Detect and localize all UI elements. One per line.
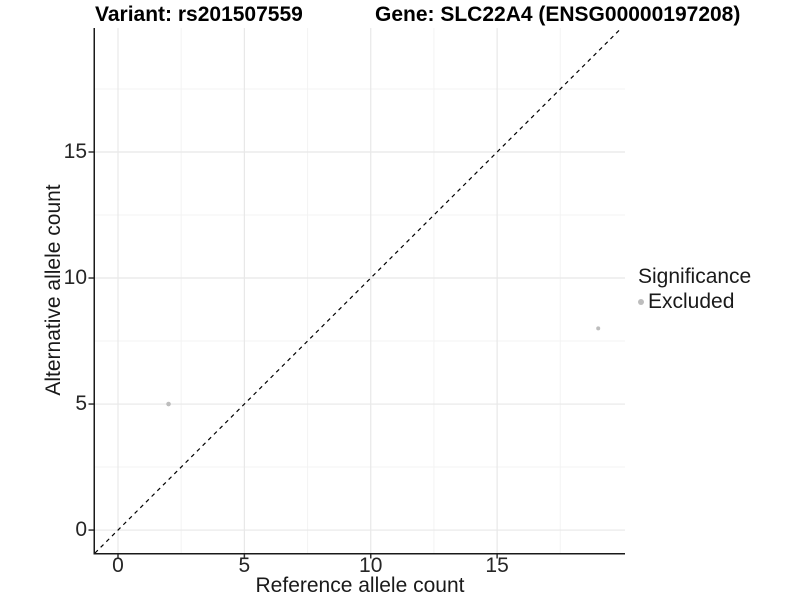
x-tick-label: 10 [359, 554, 383, 577]
x-axis-title: Reference allele count [255, 574, 465, 597]
legend-entry-label: Excluded [648, 290, 735, 313]
legend-entry: Excluded [638, 290, 751, 313]
y-tick-label: 15 [63, 140, 87, 163]
legend-point-icon [638, 298, 644, 305]
y-axis-title: Alternative allele count [42, 184, 65, 396]
x-tick-label: 5 [238, 554, 251, 577]
y-tick-label: 10 [63, 266, 87, 290]
plot-panel [88, 28, 625, 559]
data-point [596, 326, 601, 331]
data-point [166, 401, 171, 407]
legend: Significance Excluded [638, 265, 751, 313]
x-tick-label: 15 [485, 554, 509, 577]
gene-title: Gene: SLC22A4 (ENSG00000197208) [375, 3, 741, 26]
legend-title: Significance [638, 265, 752, 288]
x-tick-label: 0 [112, 554, 124, 577]
y-tick-label: 5 [75, 392, 87, 416]
y-tick-label: 0 [75, 518, 87, 542]
variant-title: Variant: rs201507559 [95, 3, 303, 26]
identity-line [94, 28, 623, 554]
